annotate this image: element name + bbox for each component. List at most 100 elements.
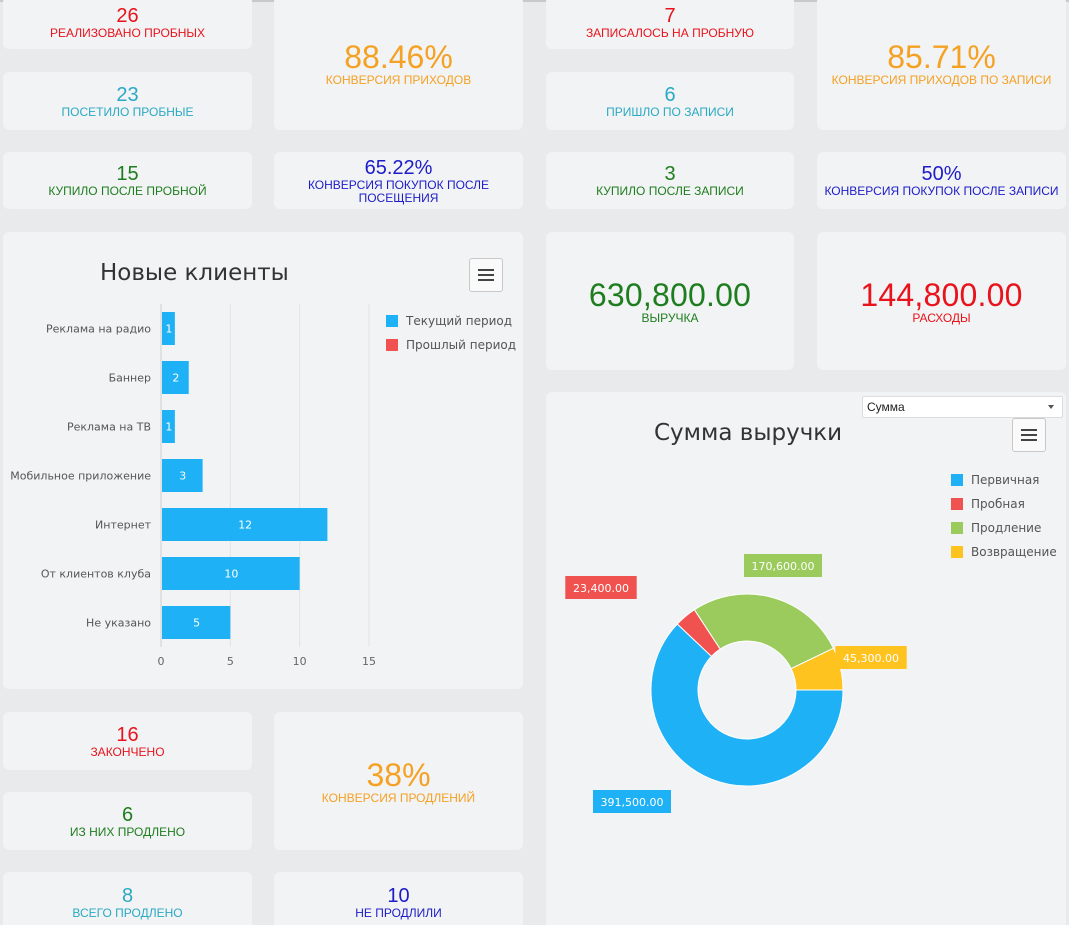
stat-realized-trials: 26 РЕАЛИЗОВАНО ПРОБНЫХ: [3, 0, 252, 49]
stat-extension-conversion: 38% КОНВЕРСИЯ ПРОДЛЕНИЙ: [274, 712, 523, 850]
caret-down-icon: [1048, 405, 1054, 409]
legend-item-previous[interactable]: Прошлый период: [386, 333, 516, 357]
x-tick-label: 5: [227, 655, 234, 668]
stat-bought-after-trial: 15 КУПИЛО ПОСЛЕ ПРОБНОЙ: [3, 152, 252, 209]
bar: [162, 361, 189, 394]
stat-visit-conversion-by-signup: 85.71% КОНВЕРСИЯ ПРИХОДОВ ПО ЗАПИСИ: [817, 0, 1066, 130]
stat-label: НЕ ПРОДЛИЛИ: [355, 905, 442, 920]
stat-value: 23: [116, 83, 139, 106]
revenue-metric-select[interactable]: Сумма: [862, 396, 1063, 418]
slice-label-box: [565, 576, 637, 599]
hamburger-menu-icon: [478, 269, 494, 271]
stat-label: КУПИЛО ПОСЛЕ ПРОБНОЙ: [48, 184, 207, 198]
slice-data-label: 45,300.00: [843, 652, 899, 665]
stat-total-extended: 8 ВСЕГО ПРОДЛЕНО: [3, 872, 252, 925]
category-label: Реклама на радио: [46, 323, 151, 336]
stat-value: 15: [116, 163, 139, 185]
legend-label: Текущий период: [406, 314, 513, 328]
bar-data-label: 1: [165, 323, 172, 336]
stat-label: РЕАЛИЗОВАНО ПРОБНЫХ: [49, 26, 206, 40]
top-divider: [0, 0, 1069, 2]
stat-revenue: 630,800.00 ВЫРУЧКА: [546, 232, 794, 370]
stat-not-extended: 10 НЕ ПРОДЛИЛИ: [274, 872, 523, 925]
legend-item-extension[interactable]: Продление: [951, 516, 1057, 540]
new-clients-chart-card: Новые клиенты Текущий период Прошлый пер…: [3, 232, 523, 689]
donut-slice: [650, 623, 844, 787]
stat-label: ПОСЕТИЛО ПРОБНЫЕ: [61, 104, 194, 119]
stat-value: 50%: [921, 163, 962, 185]
stat-value: 630,800.00: [588, 276, 752, 313]
legend-swatch: [951, 474, 963, 486]
legend-label: Пробная: [971, 497, 1025, 511]
stat-label: РАСХОДЫ: [912, 310, 971, 325]
stat-label: ПРИШЛО ПО ЗАПИСИ: [606, 104, 734, 119]
legend-item-primary[interactable]: Первичная: [951, 468, 1057, 492]
legend-item-current[interactable]: Текущий период: [386, 309, 516, 333]
category-label: Интернет: [95, 519, 152, 532]
x-tick-label: 15: [362, 655, 376, 668]
bar-data-label: 2: [172, 372, 179, 385]
bar: [162, 606, 231, 639]
stat-label: ЗАКОНЧЕНО: [90, 744, 165, 759]
legend-label: Продление: [971, 521, 1042, 535]
legend-item-trial[interactable]: Пробная: [951, 492, 1057, 516]
stat-bought-after-signup: 3 КУПИЛО ПОСЛЕ ЗАПИСИ: [546, 152, 794, 209]
bar: [162, 459, 203, 492]
donut-slice: [693, 593, 835, 670]
stat-label: КОНВЕРСИЯ ПРИХОДОВ: [325, 72, 472, 87]
stat-label: КОНВЕРСИЯ ПРИХОДОВ ПО ЗАПИСИ: [831, 72, 1052, 87]
stat-came-by-signup: 6 ПРИШЛО ПО ЗАПИСИ: [546, 72, 794, 130]
stat-label: ВСЕГО ПРОДЛЕНО: [72, 905, 183, 920]
stat-purchase-conversion-after-visit: 65.22% КОНВЕРСИЯ ПОКУПОК ПОСЛЕ ПОСЕЩЕНИЯ: [274, 152, 523, 209]
stat-visit-conversion: 88.46% КОНВЕРСИЯ ПРИХОДОВ: [274, 0, 523, 130]
legend-swatch: [951, 522, 963, 534]
bar: [162, 410, 175, 443]
revenue-sum-chart-card: Сумма выручки Первичная Пробная Продлени…: [546, 392, 1066, 925]
bar-data-label: 5: [193, 617, 200, 630]
bar-data-label: 10: [224, 568, 238, 581]
slice-label-box: [593, 790, 671, 813]
stat-value: 144,800.00: [860, 276, 1023, 313]
stat-label: КОНВЕРСИЯ ПОКУПОК ПОСЛЕ ПОСЕЩЕНИЯ: [307, 177, 490, 205]
stat-value: 88.46%: [344, 38, 453, 75]
stat-label: КОНВЕРСИЯ ПОКУПОК ПОСЛЕ ЗАПИСИ: [824, 184, 1059, 198]
chart-menu-button[interactable]: [1012, 418, 1046, 452]
stat-value: 85.71%: [887, 38, 996, 75]
legend-swatch: [951, 546, 963, 558]
stat-label: КУПИЛО ПОСЛЕ ЗАПИСИ: [596, 184, 744, 198]
x-tick-label: 0: [158, 655, 165, 668]
bar: [162, 557, 300, 590]
legend-label: Прошлый период: [406, 338, 517, 352]
stat-value: 7: [664, 5, 676, 27]
stat-value: 8: [121, 884, 134, 907]
revenue-sum-legend: Первичная Пробная Продление Возвращение: [951, 468, 1057, 564]
stat-purchase-conversion-after-signup: 50% КОНВЕРСИЯ ПОКУПОК ПОСЛЕ ЗАПИСИ: [817, 152, 1066, 209]
legend-swatch: [386, 315, 398, 327]
chart-menu-button[interactable]: [469, 258, 503, 292]
bar-data-label: 1: [165, 421, 172, 434]
stat-label: КОНВЕРСИЯ ПРОДЛЕНИЙ: [321, 790, 476, 805]
slice-data-label: 23,400.00: [573, 582, 629, 595]
stat-label: ВЫРУЧКА: [641, 310, 699, 325]
new-clients-chart-title: Новые клиенты: [100, 260, 289, 286]
stat-value: 10: [387, 884, 410, 907]
stat-value: 65.22%: [364, 156, 433, 179]
stat-expenses: 144,800.00 РАСХОДЫ: [817, 232, 1066, 370]
bar: [162, 312, 175, 345]
slice-data-label: 170,600.00: [752, 560, 815, 573]
category-label: От клиентов клуба: [41, 568, 151, 581]
stat-value: 6: [121, 803, 134, 826]
bar: [162, 508, 328, 541]
legend-label: Первичная: [971, 473, 1040, 487]
bar-data-label: 12: [238, 519, 252, 532]
stat-value: 3: [664, 163, 676, 185]
legend-item-return[interactable]: Возвращение: [951, 540, 1057, 564]
revenue-sum-chart-title: Сумма выручки: [654, 420, 843, 446]
slice-label-box: [744, 554, 822, 577]
legend-swatch: [951, 498, 963, 510]
new-clients-legend: Текущий период Прошлый период: [386, 309, 516, 357]
stat-of-them-extended: 6 ИЗ НИХ ПРОДЛЕНО: [3, 792, 252, 850]
hamburger-menu-icon: [1021, 429, 1037, 431]
category-label: Не указано: [86, 617, 151, 630]
